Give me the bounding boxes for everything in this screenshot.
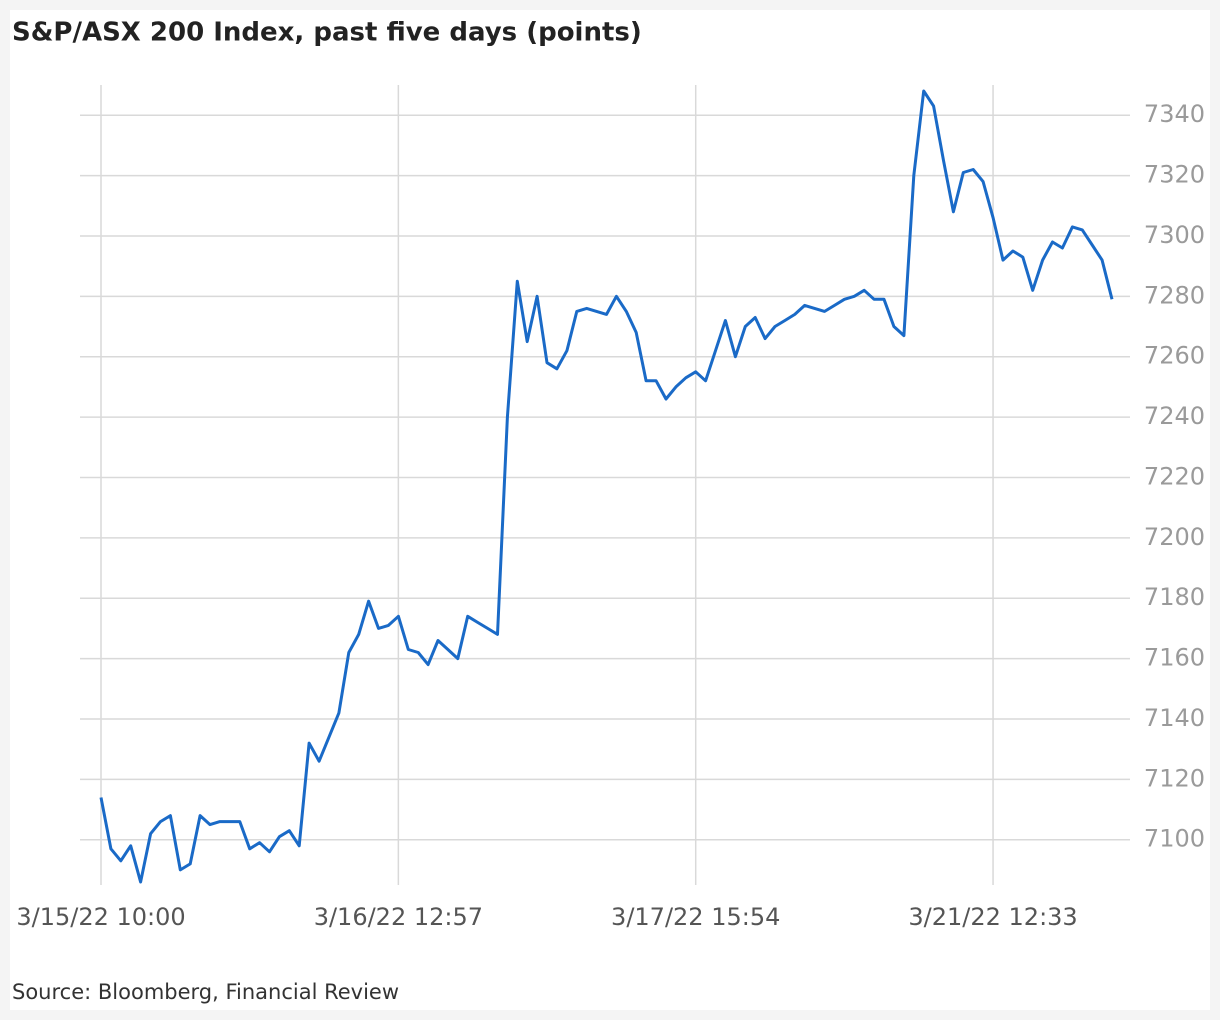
chart-title: S&P/ASX 200 Index, past five days (point… [12,18,642,48]
panel [10,10,1210,1010]
x-tick-label: 3/16/22 12:57 [314,903,483,931]
y-tick-label: 7260 [1144,342,1205,370]
y-tick-label: 7140 [1144,704,1205,732]
x-tick-label: 3/21/22 12:33 [908,903,1077,931]
y-tick-label: 7180 [1144,583,1205,611]
source: Source: Bloomberg, Financial Review [12,980,399,1004]
y-tick-label: 7100 [1144,825,1205,853]
y-tick-label: 7240 [1144,402,1205,430]
x-tick-label: 3/15/22 10:00 [16,903,185,931]
y-tick-label: 7340 [1144,100,1205,128]
y-tick-label: 7280 [1144,281,1205,309]
y-tick-label: 7120 [1144,764,1205,792]
y-tick-label: 7320 [1144,161,1205,189]
line [99,89,1114,884]
x-tick-label: 3/17/22 15:54 [611,903,780,931]
y-tick-label: 7220 [1144,462,1205,490]
y-tick-label: 7200 [1144,523,1205,551]
y-tick-label: 7300 [1144,221,1205,249]
y-tick-label: 7160 [1144,644,1205,672]
